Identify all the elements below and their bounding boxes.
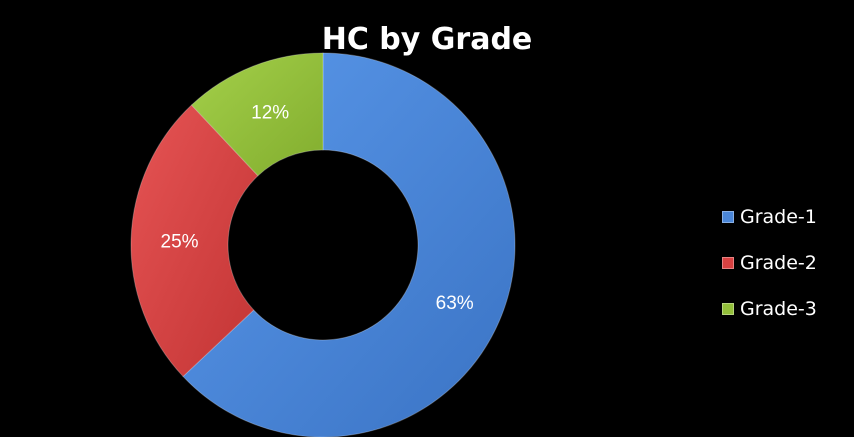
legend-item-grade-2: Grade-2 (722, 240, 817, 286)
doughnut-slice-grade-2 (130, 104, 259, 378)
legend-swatch-grade-2 (722, 257, 734, 269)
legend-label-grade-1: Grade-1 (740, 206, 817, 228)
legend-item-grade-1: Grade-1 (722, 194, 817, 240)
doughnut-slice-grade-1 (182, 52, 516, 437)
doughnut-slice-grade-3 (190, 52, 324, 177)
legend-item-grade-3: Grade-3 (722, 286, 817, 332)
data-label-grade-2: 25% (161, 231, 199, 252)
legend-swatch-grade-1 (722, 211, 734, 223)
data-label-grade-1: 63% (436, 293, 474, 314)
legend-label-grade-3: Grade-3 (740, 298, 817, 320)
legend-label-grade-2: Grade-2 (740, 252, 817, 274)
chart-title: HC by Grade (321, 22, 533, 57)
data-label-grade-3: 12% (251, 103, 289, 124)
chart-legend: Grade-1 Grade-2 Grade-3 (722, 194, 817, 332)
legend-swatch-grade-3 (722, 303, 734, 315)
